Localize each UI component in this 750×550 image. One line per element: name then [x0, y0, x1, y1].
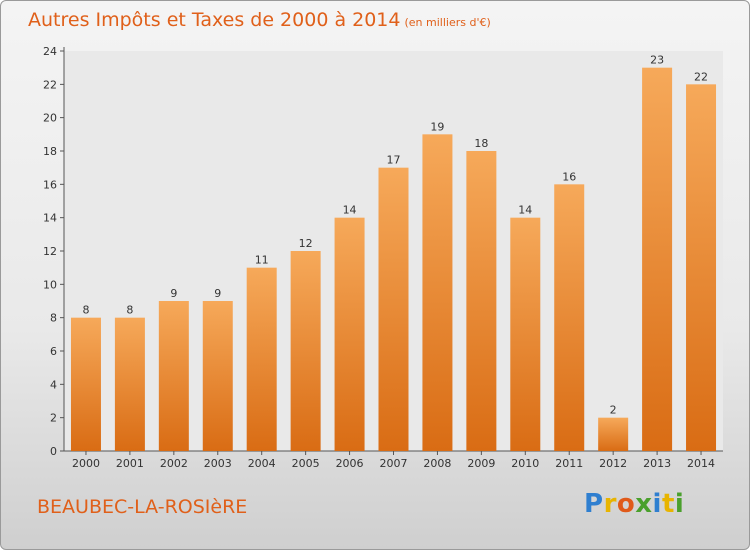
bar-2003: [202, 301, 233, 451]
x-tick-label: 2001: [116, 457, 144, 470]
y-tick-label: 4: [50, 378, 57, 391]
bar-2012: [598, 417, 629, 451]
y-tick-label: 22: [43, 78, 57, 91]
x-tick-label: 2010: [511, 457, 539, 470]
bar-value-label: 14: [343, 204, 357, 217]
x-tick-label: 2003: [204, 457, 232, 470]
x-tick-label: 2004: [248, 457, 276, 470]
logo-letter-1: r: [603, 489, 617, 519]
bar-2010: [510, 217, 541, 451]
bar-2005: [290, 251, 321, 451]
logo-letter-5: t: [661, 489, 675, 519]
bar-2008: [422, 134, 453, 452]
y-tick-label: 14: [43, 212, 57, 225]
bar-value-label: 9: [214, 287, 221, 300]
proxiti-logo[interactable]: Proxiti: [584, 489, 684, 519]
bar-value-label: 12: [299, 237, 313, 250]
y-tick-label: 24: [43, 45, 57, 58]
logo-letter-6: i: [674, 489, 685, 519]
bar-value-label: 23: [650, 54, 664, 67]
x-tick-label: 2011: [555, 457, 583, 470]
x-tick-label: 2005: [292, 457, 320, 470]
bar-value-label: 16: [562, 170, 576, 183]
chart-title-text: Autres Impôts et Taxes de 2000 à 2014: [28, 9, 401, 31]
bar-value-label: 19: [430, 120, 444, 133]
y-tick-label: 8: [50, 312, 57, 325]
x-tick-label: 2006: [336, 457, 364, 470]
y-tick-label: 20: [43, 112, 57, 125]
logo-letter-3: x: [635, 489, 653, 519]
bar-value-label: 22: [694, 70, 708, 83]
commune-name: BEAUBEC-LA-ROSIèRE: [37, 496, 248, 518]
bar-2009: [466, 151, 497, 451]
bar-value-label: 17: [387, 154, 401, 167]
x-tick-label: 2012: [599, 457, 627, 470]
bar-2013: [642, 67, 673, 452]
bar-value-label: 2: [610, 404, 617, 417]
y-tick-label: 2: [50, 412, 57, 425]
x-tick-label: 2000: [72, 457, 100, 470]
x-tick-label: 2014: [687, 457, 715, 470]
x-tick-label: 2002: [160, 457, 188, 470]
chart-title: Autres Impôts et Taxes de 2000 à 2014 (en…: [28, 9, 491, 31]
x-tick-label: 2013: [643, 457, 671, 470]
bar-2002: [158, 301, 189, 451]
logo-letter-0: P: [584, 489, 604, 519]
bar-value-label: 8: [126, 304, 133, 317]
logo-letter-4: i: [652, 489, 662, 519]
bar-value-label: 8: [82, 304, 89, 317]
y-tick-label: 16: [43, 178, 57, 191]
bar-2011: [554, 184, 585, 452]
bar-value-label: 14: [518, 204, 532, 217]
bar-2001: [114, 317, 145, 451]
bar-2014: [686, 84, 717, 451]
bar-2007: [378, 167, 409, 451]
y-tick-label: 12: [43, 245, 57, 258]
x-tick-label: 2007: [380, 457, 408, 470]
bar-2006: [334, 217, 365, 451]
x-tick-label: 2008: [423, 457, 451, 470]
y-tick-label: 6: [50, 345, 57, 358]
y-tick-label: 10: [43, 278, 57, 291]
y-tick-label: 18: [43, 145, 57, 158]
x-tick-label: 2009: [467, 457, 495, 470]
chart-subtitle: (en milliers d'€): [404, 16, 491, 29]
bar-2004: [246, 267, 277, 451]
logo-letter-2: o: [616, 489, 636, 519]
bar-value-label: 9: [170, 287, 177, 300]
bar-value-label: 18: [474, 137, 488, 150]
bar-value-label: 11: [255, 254, 269, 267]
bar-2000: [70, 317, 101, 451]
y-tick-label: 0: [50, 445, 57, 458]
